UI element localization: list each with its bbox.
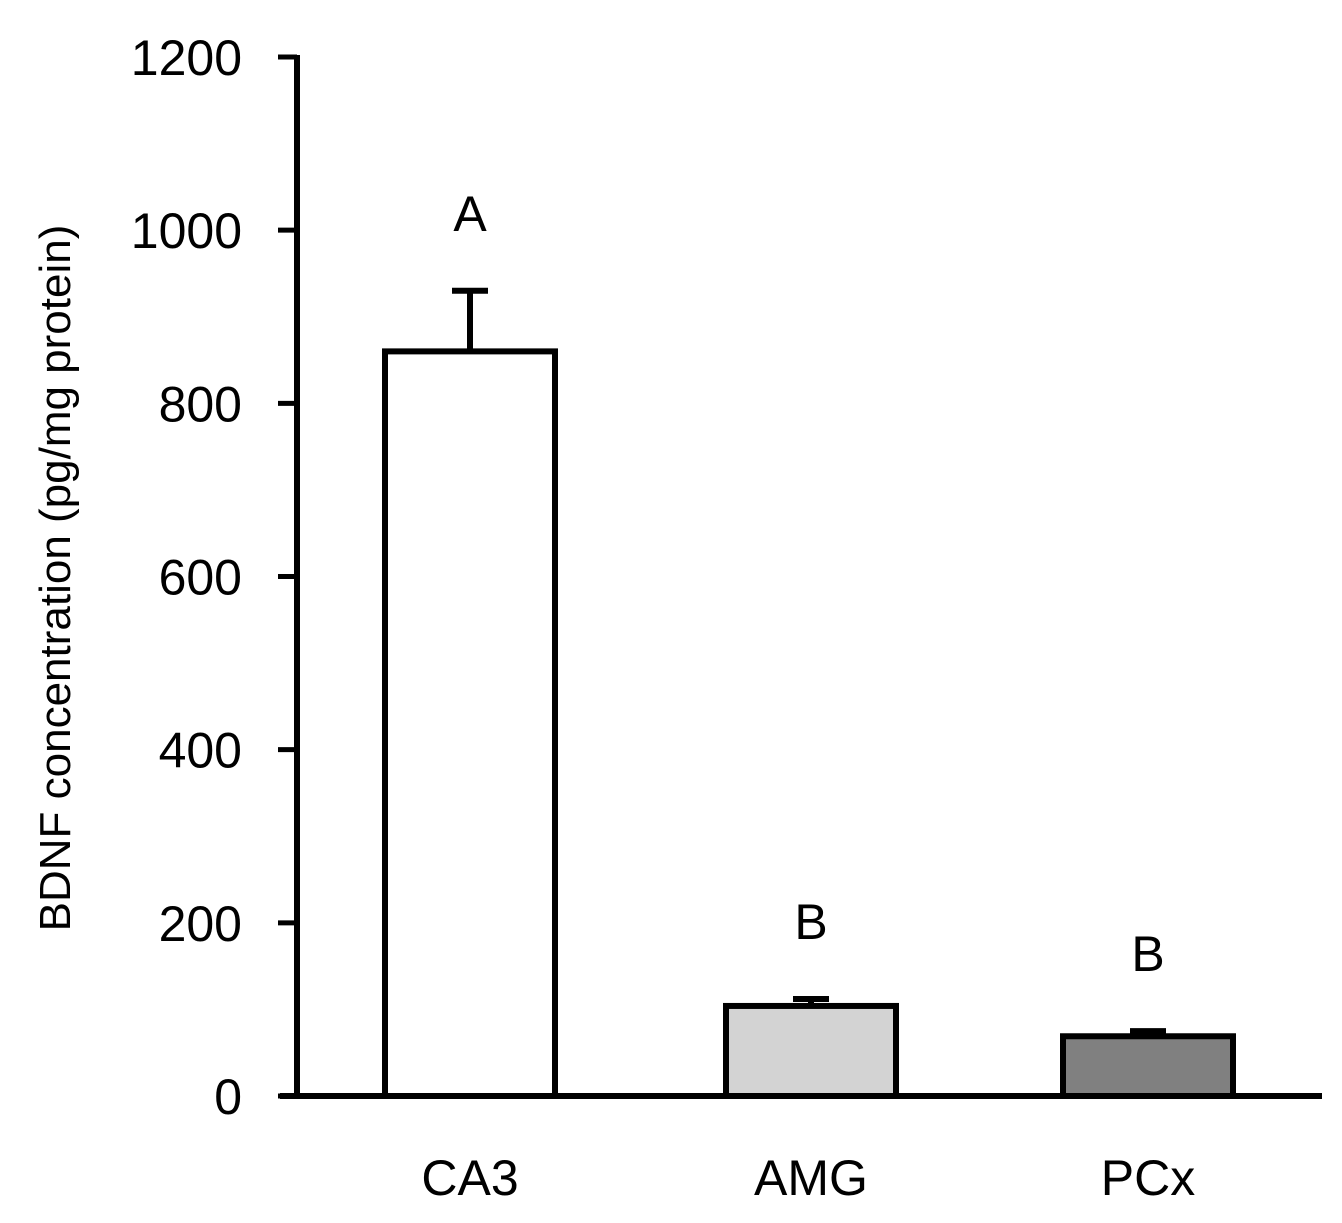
y-axis-ticks: 0 200 400 600 800 1000 1200	[131, 30, 297, 1125]
category-label-ca3: CA3	[421, 1150, 518, 1206]
axes-group	[280, 55, 1322, 1099]
y-tick-label-800: 800	[159, 376, 242, 432]
y-tick-label-0: 0	[214, 1069, 242, 1125]
y-tick-label-200: 200	[159, 896, 242, 952]
y-tick-label-1200: 1200	[131, 30, 242, 86]
x-axis-category-labels: CA3 AMG PCx	[421, 1150, 1195, 1206]
category-label-amg: AMG	[754, 1150, 868, 1206]
bar-pcx	[1060, 1033, 1236, 1099]
bars-group: A B B	[382, 186, 1236, 1099]
bar-amg	[723, 1002, 899, 1099]
y-tick-label-600: 600	[159, 550, 242, 606]
category-label-pcx: PCx	[1101, 1150, 1195, 1206]
y-tick-label-1000: 1000	[131, 203, 242, 259]
significance-label-pcx: B	[1131, 926, 1164, 982]
y-axis-title: BDNF concentration (pg/mg protein)	[31, 225, 80, 932]
significance-label-ca3: A	[453, 186, 487, 242]
bar-ca3	[382, 348, 558, 1099]
significance-label-amg: B	[794, 894, 827, 950]
y-tick-label-400: 400	[159, 723, 242, 779]
